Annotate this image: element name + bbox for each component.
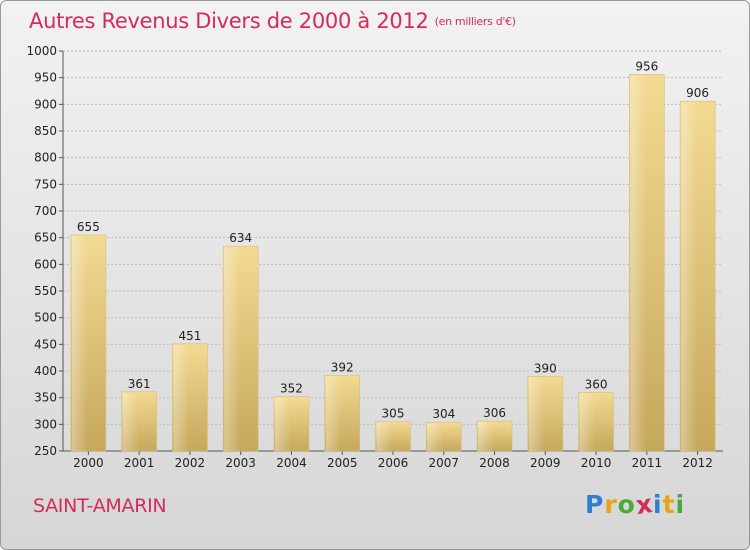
plot-area — [63, 51, 723, 451]
bar-highlight — [122, 392, 139, 451]
value-label-2004: 352 — [280, 382, 303, 396]
bar-highlight — [376, 422, 393, 451]
y-tick-label: 550 — [34, 284, 57, 298]
x-tick-label-2011: 2011 — [632, 456, 663, 470]
x-tick-label-2007: 2007 — [428, 456, 459, 470]
y-tick-label: 850 — [34, 124, 57, 138]
x-tick-label-2010: 2010 — [581, 456, 612, 470]
x-tick-label-2002: 2002 — [175, 456, 206, 470]
x-tick-label-2004: 2004 — [276, 456, 307, 470]
x-tick-label-2003: 2003 — [225, 456, 256, 470]
y-tick-label: 350 — [34, 391, 57, 405]
value-label-2003: 634 — [229, 231, 252, 245]
bar-highlight — [224, 247, 240, 451]
bar-highlight — [427, 423, 444, 451]
y-tick-label: 600 — [34, 257, 57, 271]
y-tick-label: 800 — [34, 151, 57, 165]
value-label-2012: 906 — [686, 86, 709, 100]
value-label-2011: 956 — [635, 59, 658, 73]
x-tick-label-2001: 2001 — [124, 456, 155, 470]
value-label-2006: 305 — [382, 407, 405, 421]
y-tick-label: 650 — [34, 231, 57, 245]
chart-title: Autres Revenus Divers de 2000 à 2012 (en … — [29, 9, 516, 33]
x-tick-label-2008: 2008 — [479, 456, 510, 470]
logo-letter: P — [585, 490, 605, 519]
bar-highlight — [579, 393, 596, 451]
bar-highlight — [681, 102, 697, 451]
value-label-2007: 304 — [432, 407, 455, 421]
y-tick-label: 1000 — [26, 44, 57, 58]
x-tick-label-2005: 2005 — [327, 456, 358, 470]
value-label-2005: 392 — [331, 360, 354, 374]
logo-letter: r — [604, 490, 618, 519]
chart-title-text: Autres Revenus Divers de 2000 à 2012 — [29, 9, 429, 33]
y-tick-label: 900 — [34, 97, 57, 111]
bar-highlight — [630, 75, 647, 451]
bar-highlight — [274, 397, 291, 451]
logo-letter: i — [653, 490, 663, 519]
bar-highlight — [325, 376, 342, 451]
commune-name: SAINT-AMARIN — [33, 495, 167, 517]
y-tick-label: 400 — [34, 364, 57, 378]
bar-highlight — [478, 422, 494, 451]
proxiti-logo: Proxiti — [585, 488, 686, 521]
bar-highlight — [528, 377, 545, 451]
x-tick-label-2012: 2012 — [682, 456, 713, 470]
chart-subtitle: (en milliers d'€) — [434, 15, 516, 28]
value-label-2002: 451 — [178, 329, 201, 343]
x-tick-label-2000: 2000 — [73, 456, 104, 470]
y-tick-label: 450 — [34, 337, 57, 351]
y-tick-label: 700 — [34, 204, 57, 218]
logo-letter: t — [662, 490, 676, 519]
y-tick-label: 950 — [34, 71, 57, 85]
bar-highlight — [173, 344, 190, 451]
y-tick-label: 500 — [34, 311, 57, 325]
value-label-2010: 360 — [585, 377, 608, 391]
value-label-2000: 655 — [77, 220, 100, 234]
bar-highlight — [71, 236, 88, 451]
value-label-2001: 361 — [128, 377, 151, 391]
x-tick-label-2009: 2009 — [530, 456, 561, 470]
x-tick-label-2006: 2006 — [378, 456, 409, 470]
value-label-2008: 306 — [483, 406, 506, 420]
logo-letter: x — [633, 488, 655, 521]
logo-letter: i — [675, 490, 686, 519]
y-tick-label: 250 — [34, 444, 57, 458]
y-tick-label: 750 — [34, 177, 57, 191]
value-label-2009: 390 — [534, 361, 557, 375]
logo-letter: o — [617, 490, 636, 519]
y-tick-label: 300 — [34, 417, 57, 431]
